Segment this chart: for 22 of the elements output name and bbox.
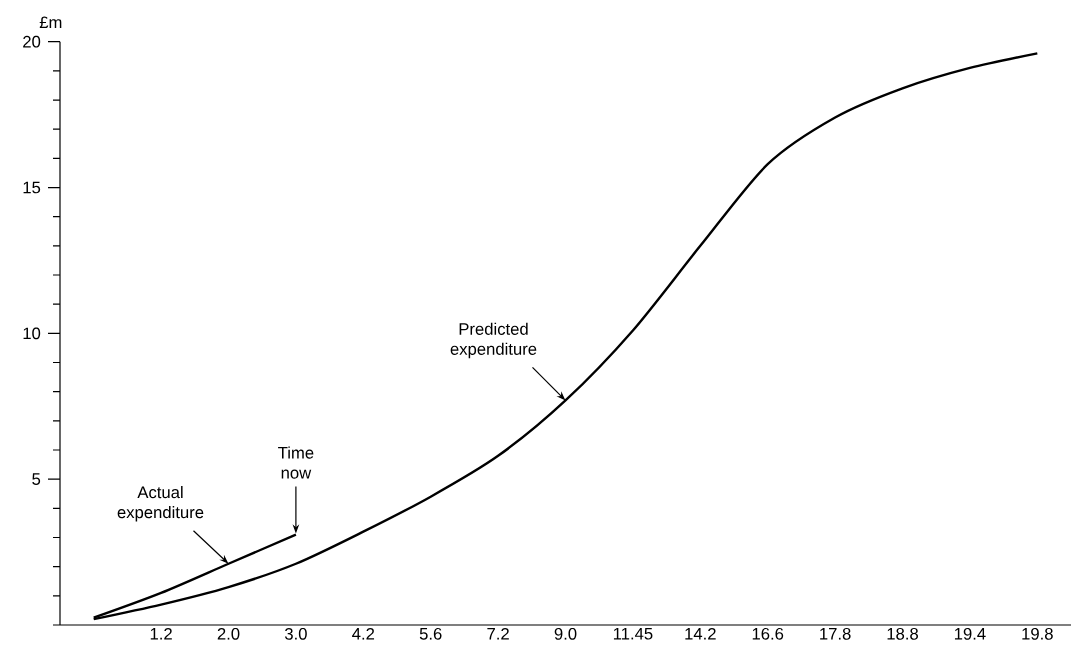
x-tick-label: 11.45 [613,627,653,640]
y-tick-label: 15 [23,181,41,194]
x-tick-label: 7.2 [487,627,509,640]
x-tick-label: 9.0 [554,627,577,640]
x-tick-label: 4.2 [352,627,375,640]
annotation: Predicted expenditure [450,322,537,359]
y-tick-label: 10 [23,327,41,340]
y-tick-label: 5 [32,473,41,485]
x-tick-label: 5.6 [419,627,442,640]
x-tick-label: 2.0 [217,627,240,640]
x-tick-label: 16.6 [752,627,784,640]
x-tick-label: 3.0 [284,627,307,640]
x-tick-label: 19.8 [1022,627,1053,640]
x-tick-label: 19.4 [954,627,986,640]
x-tick-label: 14.2 [685,627,716,640]
x-tick-label: 1.2 [150,627,172,640]
x-tick-label: 18.8 [887,627,919,640]
y-tick-label: 20 [23,35,41,48]
x-tick-label: 17.8 [820,627,851,640]
y-axis-title: £m [39,16,62,29]
annotation: Actual expenditure [117,485,204,522]
annotation: Time now [278,446,314,479]
